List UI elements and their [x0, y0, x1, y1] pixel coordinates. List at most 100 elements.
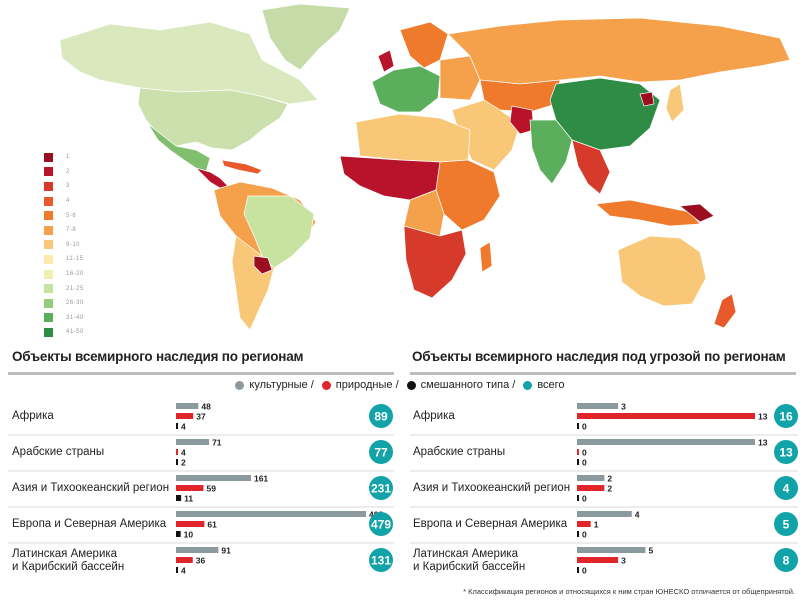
bar-cultural: [176, 511, 366, 517]
bar-value-label: 48: [201, 402, 211, 412]
map-legend-label: 3: [66, 183, 70, 190]
map-region-india: [529, 119, 573, 185]
bar-value-label: 4: [181, 448, 186, 458]
map-legend-label: 9-10: [66, 241, 81, 248]
map-legend-label: 21-25: [66, 285, 84, 292]
bar-value-label: 36: [196, 556, 206, 566]
map-legend-label: 7-8: [66, 227, 77, 234]
category-label: Африка: [12, 410, 54, 422]
total-value-label: 13: [779, 446, 793, 460]
total-circle: [774, 476, 798, 500]
map-legend-swatch: [44, 196, 53, 206]
bar-value-label: 1: [594, 520, 599, 530]
map-legend-label: 41-50: [66, 329, 84, 336]
total-value-label: 4: [783, 482, 790, 496]
map-legend-swatch: [44, 313, 53, 323]
bar-value-label: 61: [207, 520, 217, 530]
map-legend-item: 4: [44, 194, 104, 209]
category-label: Азия и Тихоокеанский регион: [12, 482, 169, 494]
bar-mixed: [577, 495, 579, 501]
map-region-caribbean: [221, 159, 263, 175]
map-legend-swatch: [44, 181, 53, 191]
map-region-southern-africa: [403, 225, 467, 299]
world-map: [60, 4, 790, 330]
category-label: Арабские страны: [12, 446, 104, 458]
map-region-china: [549, 77, 661, 151]
footnote: * Классификация регионов и относящихся к…: [463, 587, 795, 596]
bar-natural: [176, 521, 205, 527]
map-legend-item: 41-50: [44, 325, 104, 340]
map-legend-item: 26-30: [44, 296, 104, 311]
map-legend-item: 21-25: [44, 281, 104, 296]
total-circle: [369, 512, 393, 536]
map-legend-swatch: [44, 327, 53, 337]
total-dot-icon: [523, 380, 533, 390]
bar-value-label: 4: [635, 510, 640, 520]
total-circle: [369, 404, 393, 428]
map-legend-swatch: [44, 152, 53, 162]
map-legend-swatch: [44, 240, 53, 250]
bar-cultural: [176, 403, 199, 409]
bar-cultural: [176, 547, 219, 553]
map-legend-item: 16-20: [44, 267, 104, 282]
category-label: Латинская Америка и Карибский бассейн: [12, 548, 124, 573]
natural-dot-icon: [321, 380, 331, 390]
map-legend-item: 7-8: [44, 223, 104, 238]
bar-value-label: 2: [607, 474, 612, 484]
map-legend-label: 4: [66, 198, 70, 205]
map-legend-swatch: [44, 211, 53, 221]
total-value-label: 479: [371, 518, 391, 532]
map-legend-label: 31-40: [66, 314, 84, 321]
legend-label-total: всего: [537, 379, 565, 391]
legend-label-mixed: смешанного типа /: [420, 379, 516, 391]
total-circle: [774, 512, 798, 536]
bar-value-label: 10: [184, 530, 194, 540]
right-chart-title: Объекты всемирного наследия под угрозой …: [412, 349, 786, 364]
legend-item-cultural: культурные /: [235, 379, 314, 391]
total-value-label: 5: [783, 518, 790, 532]
map-region-new-zealand: [713, 293, 737, 329]
bar-value-label: 2: [607, 484, 612, 494]
map-legend-label: 26-30: [66, 300, 84, 307]
bar-value-label: 3: [621, 402, 626, 412]
bar-value-label: 0: [582, 494, 587, 504]
legend-item-mixed: смешанного типа /: [406, 379, 516, 391]
left-title-rule: [8, 372, 394, 375]
bar-mixed: [176, 423, 178, 429]
map-legend-label: 2: [66, 168, 70, 175]
map-legend-item: 9-10: [44, 238, 104, 253]
legend-label-cultural: культурные /: [249, 379, 314, 391]
bar-natural: [577, 449, 579, 455]
bar-value-label: 3: [621, 556, 626, 566]
category-label: Латинская Америка и Карибский бассейн: [413, 548, 525, 573]
legend-item-natural: природные /: [321, 379, 399, 391]
map-region-bolivia: [253, 255, 273, 275]
bar-cultural: [176, 475, 251, 481]
map-legend-swatch: [44, 298, 53, 308]
map-region-japan: [665, 83, 685, 123]
legend-item-total: всего: [523, 379, 565, 391]
bar-mixed: [176, 531, 181, 537]
map-region-australia: [617, 235, 707, 307]
bar-natural: [577, 557, 619, 563]
bar-mixed: [176, 567, 178, 573]
map-region-papua: [679, 203, 715, 223]
total-circle: [774, 548, 798, 572]
bar-cultural: [577, 439, 755, 445]
bar-value-label: 161: [254, 474, 268, 484]
category-label: Европа и Северная Америка: [413, 518, 568, 530]
bar-value-label: 0: [582, 530, 587, 540]
series-legend: культурные / природные / смешанного типа…: [0, 377, 800, 393]
bar-value-label: 5: [648, 546, 653, 556]
legend-label-natural: природные /: [335, 379, 399, 391]
total-circle: [369, 440, 393, 464]
total-circle: [774, 440, 798, 464]
bar-value-label: 13: [758, 412, 768, 422]
bar-natural: [176, 413, 194, 419]
bar-value-label: 37: [196, 412, 206, 422]
map-legend-item: 1: [44, 150, 104, 165]
map-legend-swatch: [44, 254, 53, 264]
map-color-legend: 1 2 3 4 5-6 7-8 9-10 11-15 16-20 21-25 26-30 31-40 4…: [44, 150, 104, 340]
right-title-rule: [410, 372, 796, 375]
